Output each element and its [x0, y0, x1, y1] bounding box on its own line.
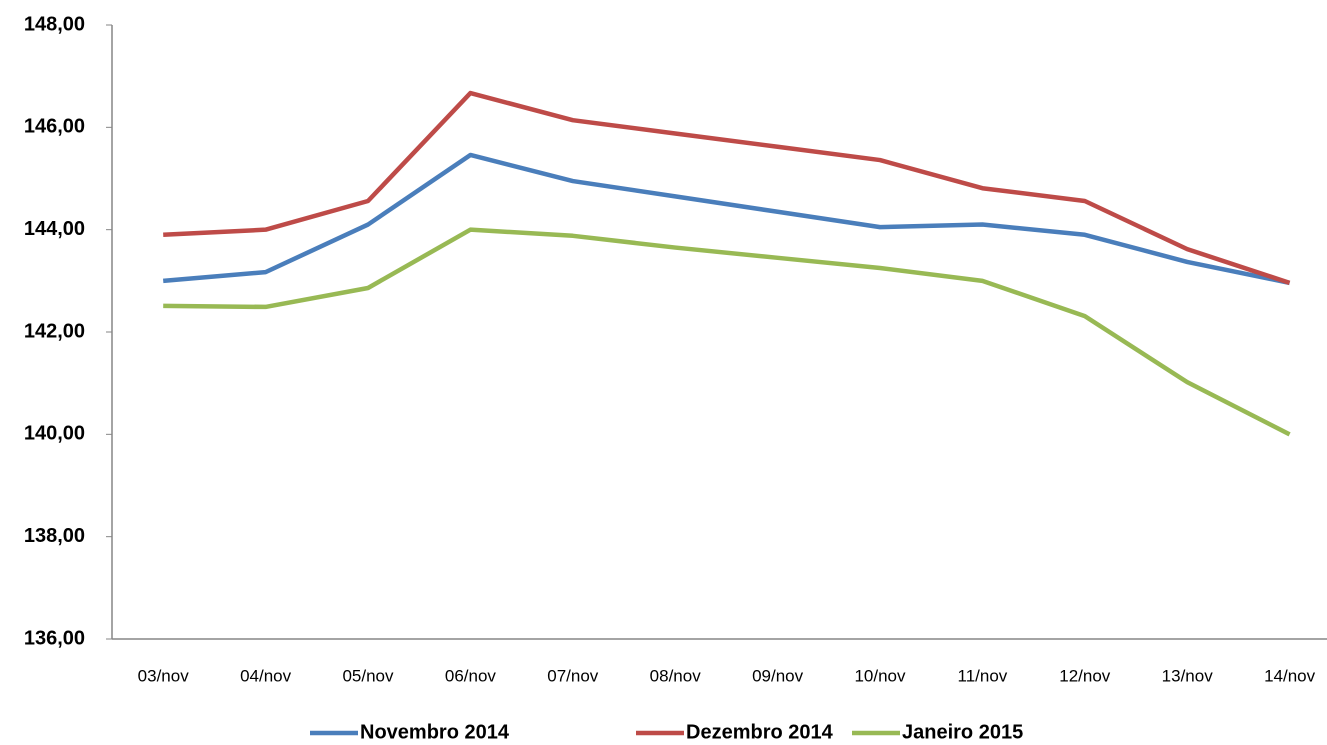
x-tick-label: 13/nov: [1162, 666, 1214, 685]
y-tick-label: 138,00: [24, 525, 85, 547]
x-tick-label: 14/nov: [1264, 666, 1316, 685]
legend-label: Janeiro 2015: [902, 721, 1023, 743]
x-tick-label: 09/nov: [752, 666, 804, 685]
series-line: [163, 227, 1291, 437]
series-line: [163, 152, 1291, 286]
x-tick-label: 07/nov: [547, 666, 599, 685]
x-tick-label: 05/nov: [342, 666, 394, 685]
y-tick-label: 146,00: [24, 116, 85, 138]
legend-label: Dezembro 2014: [686, 721, 834, 743]
y-tick-label: 140,00: [24, 423, 85, 445]
y-tick-label: 144,00: [24, 218, 85, 240]
x-tick-label: 10/nov: [854, 666, 906, 685]
y-tick-label: 148,00: [24, 13, 85, 35]
x-tick-label: 08/nov: [650, 666, 702, 685]
x-tick-label: 11/nov: [958, 666, 1008, 685]
x-tick-label: 12/nov: [1059, 666, 1111, 685]
y-tick-label: 136,00: [24, 627, 85, 649]
x-tick-label: 03/nov: [138, 666, 190, 685]
legend-label: Novembro 2014: [360, 721, 510, 743]
y-tick-label: 142,00: [24, 320, 85, 342]
series-line: [163, 90, 1291, 286]
x-tick-label: 04/nov: [240, 666, 292, 685]
x-tick-label: 06/nov: [445, 666, 497, 685]
